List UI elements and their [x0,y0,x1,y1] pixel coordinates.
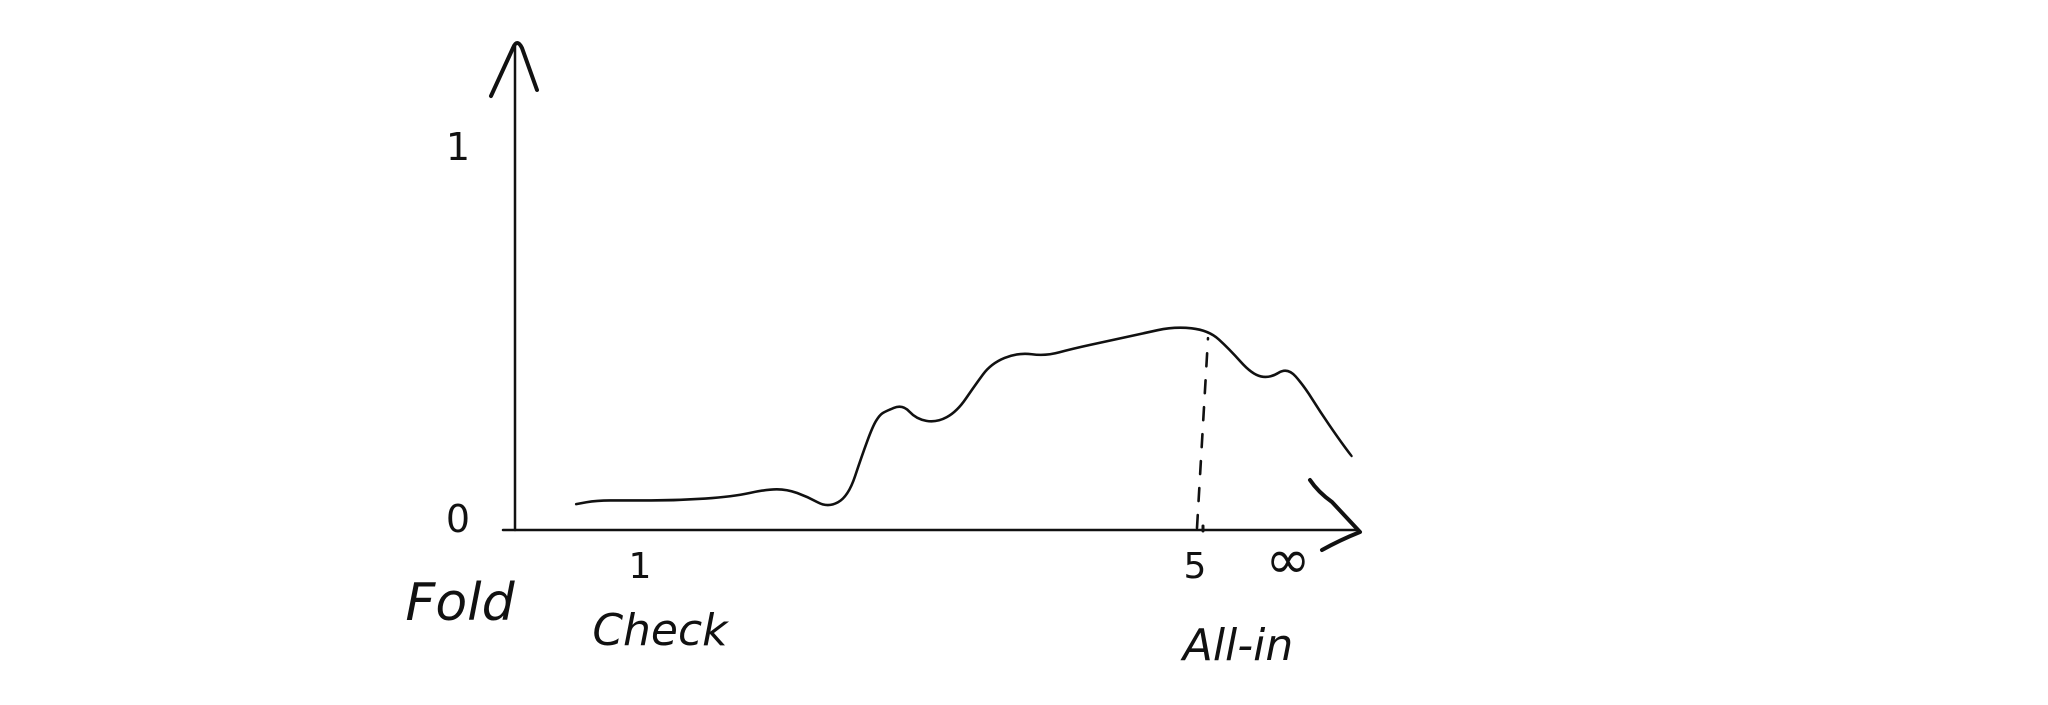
dashed-marker-line [1197,338,1208,528]
x-tick-sublabel-2: 5 [1184,546,1207,587]
x-tick-label-check: Check [592,605,729,656]
x-tick-sublabel-1: 1 [629,546,652,587]
series-line-curve [576,328,1351,505]
x-tick-labels: Fold 1 Check 5 ∞ All-in [405,526,1310,671]
series-layer [576,328,1351,505]
x-tick-label-fold: Fold [405,573,515,633]
y-tick-label-0: 0 [446,497,470,541]
x-axis-arrow [1310,480,1360,550]
x-tick-sublabel-3: ∞ [1266,528,1311,591]
y-tick-label-1: 1 [446,125,470,169]
y-tick-labels: 01 [446,125,470,541]
x-tick-label-allin: All-in [1180,620,1294,671]
